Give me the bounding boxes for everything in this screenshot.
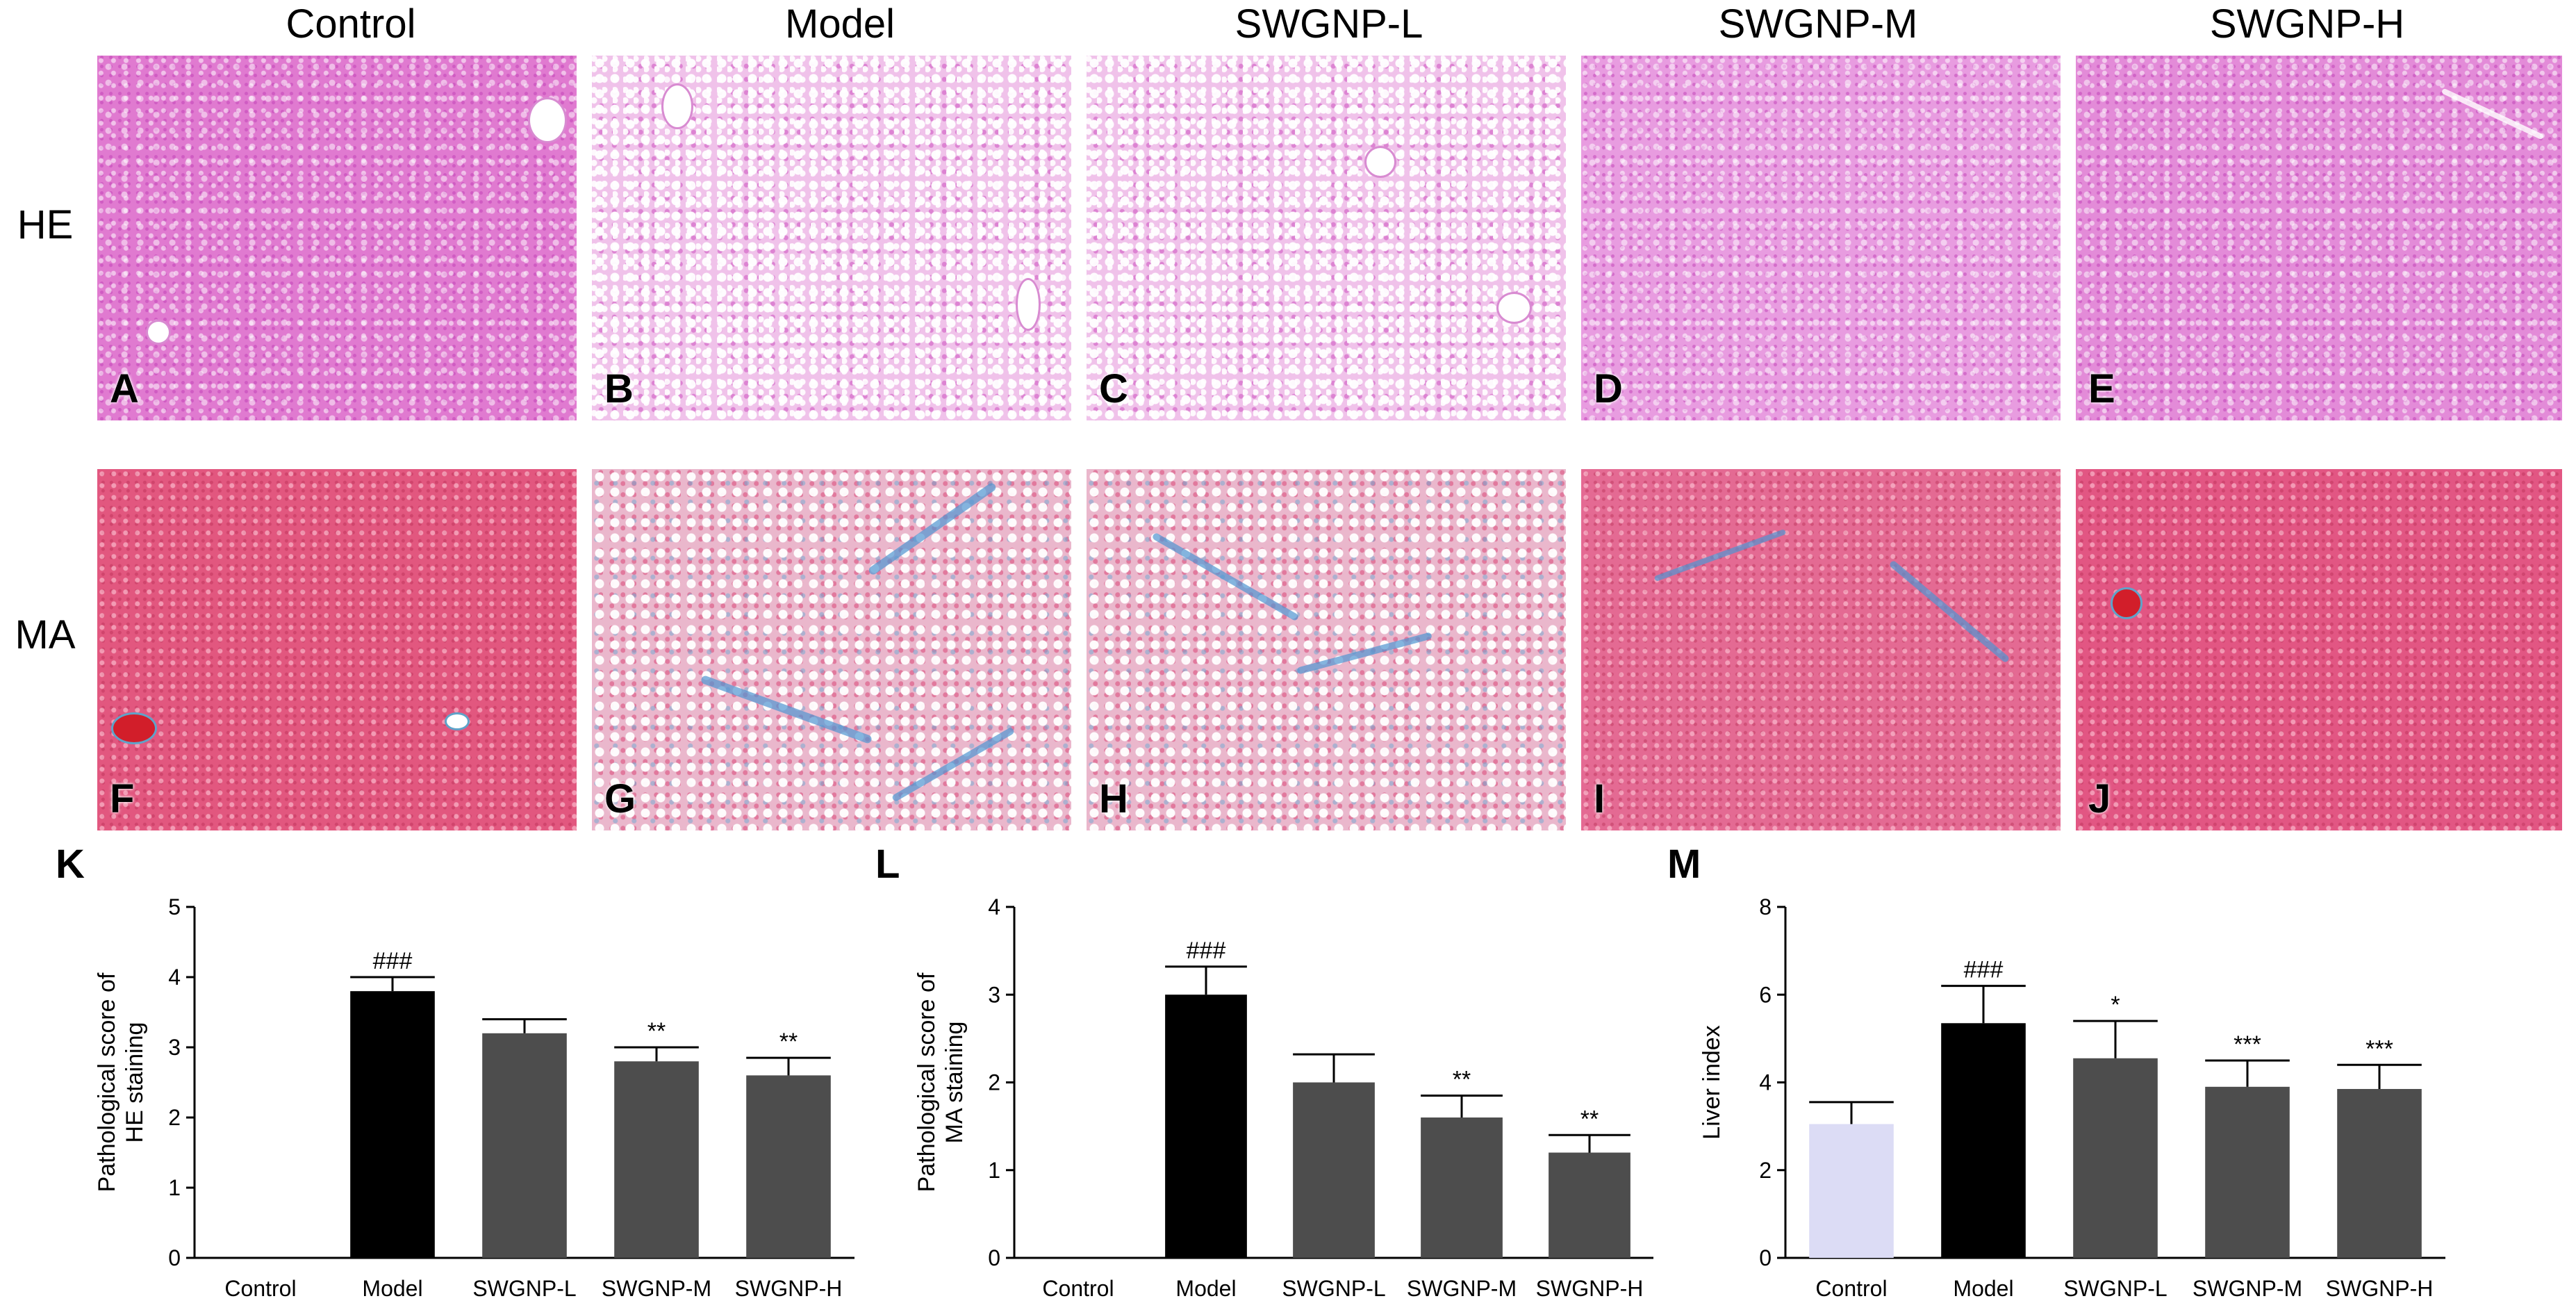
significance-label: ** [647, 1018, 666, 1045]
panel-letter-c: C [1099, 366, 1128, 411]
y-tick-label: 4 [988, 894, 1000, 919]
micrograph-ma-swgnp-l: H [1087, 469, 1566, 830]
chart-k-svg: 0 1 2 3 4 5 Pathological score ofHE staining Co… [94, 894, 854, 1301]
y-axis-label: Pathological score ofMA staining [914, 972, 968, 1192]
panel-letter-g: G [604, 776, 636, 821]
significance-label: * [2111, 992, 2120, 1018]
x-tick-label: Control [224, 1276, 296, 1301]
micrograph-he-model: B [592, 56, 1071, 420]
x-tick-label: SWGNP-H [2326, 1276, 2434, 1301]
bar [2337, 1088, 2422, 1258]
x-tick-label: SWGNP-L [1282, 1276, 1385, 1301]
bar [1809, 1124, 1894, 1258]
y-tick-label: 4 [1759, 1070, 1772, 1095]
row-header-he: HE [17, 202, 74, 247]
y-tick-label: 0 [1759, 1245, 1772, 1270]
bar [350, 991, 435, 1258]
y-tick-label: 4 [168, 965, 181, 990]
chart-l-svg: 0 1 2 3 4 Pathological score ofMA staining Con… [914, 894, 1653, 1301]
micrograph-he-control: A [97, 56, 577, 420]
chart-m-svg: 0 2 4 6 8 Liver index Control ### Model * SWGNP-L *… [1699, 894, 2445, 1301]
y-tick-label: 2 [168, 1105, 181, 1130]
x-tick-label: SWGNP-H [735, 1276, 843, 1301]
panel-letter-j: J [2088, 776, 2111, 821]
bar [2205, 1086, 2290, 1258]
panel-letter-f: F [110, 776, 135, 821]
y-tick-label: 3 [168, 1035, 181, 1060]
x-tick-label: Control [1042, 1276, 1114, 1301]
x-tick-label: Model [362, 1276, 422, 1301]
significance-label: *** [2366, 1035, 2393, 1062]
bar [1549, 1152, 1630, 1258]
chart-m: M 0 2 4 6 8 Liver index Control ### Model * SWGNP-… [1667, 841, 2522, 1307]
chart-l: L 0 1 2 3 4 Pathological score ofMA staining C… [875, 841, 1730, 1307]
column-header-swgnp-m: SWGNP-M [1718, 1, 1918, 47]
significance-label: ** [1453, 1066, 1471, 1092]
x-tick-label: SWGNP-M [602, 1276, 711, 1301]
bar [614, 1061, 699, 1258]
bar [746, 1075, 831, 1258]
column-header-swgnp-l: SWGNP-L [1235, 1, 1423, 47]
chart-letter-k: K [56, 842, 85, 887]
x-tick-label: SWGNP-M [1407, 1276, 1517, 1301]
chart-letter-l: L [875, 842, 900, 887]
y-tick-label: 6 [1759, 982, 1772, 1007]
micrograph-ma-control: F [97, 469, 577, 830]
panel-letter-b: B [604, 366, 634, 411]
panel-letter-e: E [2088, 366, 2115, 411]
panel-letter-h: H [1099, 776, 1128, 821]
x-tick-label: SWGNP-L [2063, 1276, 2167, 1301]
x-tick-label: Model [1175, 1276, 1236, 1301]
x-tick-label: SWGNP-L [472, 1276, 576, 1301]
y-tick-label: 0 [168, 1245, 181, 1270]
significance-label: ### [1964, 957, 2004, 983]
y-tick-label: 2 [988, 1070, 1000, 1095]
column-header-swgnp-h: SWGNP-H [2209, 1, 2405, 47]
x-tick-label: Model [1953, 1276, 2013, 1301]
column-header-model: Model [785, 1, 895, 47]
micrograph-ma-swgnp-h: J [2076, 469, 2562, 830]
micrograph-he-swgnp-m: D [1581, 56, 2061, 420]
bar [1421, 1117, 1503, 1258]
significance-label: ** [1580, 1106, 1599, 1132]
y-axis-label: Liver index [1699, 1025, 1725, 1139]
y-axis-label: Pathological score ofHE staining [94, 972, 148, 1192]
micrograph-he-swgnp-l: C [1087, 56, 1566, 420]
column-header-control: Control [286, 1, 416, 47]
y-tick-label: 8 [1759, 894, 1772, 919]
y-tick-label: 2 [1759, 1158, 1772, 1183]
bar [2073, 1058, 2158, 1258]
micrograph-he-swgnp-h: E [2076, 56, 2562, 420]
panel-letter-i: I [1594, 776, 1605, 821]
y-tick-label: 5 [168, 894, 181, 919]
significance-label: ** [779, 1029, 798, 1055]
panel-letter-a: A [110, 366, 139, 411]
y-tick-label: 0 [988, 1245, 1000, 1270]
x-tick-label: SWGNP-H [1536, 1276, 1644, 1301]
y-tick-label: 1 [988, 1158, 1000, 1183]
panel-letter-d: D [1594, 366, 1623, 411]
y-tick-label: 3 [988, 982, 1000, 1007]
significance-label: ### [1187, 938, 1226, 964]
bar [1165, 994, 1247, 1258]
x-tick-label: SWGNP-M [2193, 1276, 2302, 1301]
bar [1293, 1082, 1375, 1258]
bar [482, 1033, 567, 1258]
bar [1941, 1023, 2026, 1258]
significance-label: ### [373, 948, 413, 974]
x-tick-label: Control [1815, 1276, 1887, 1301]
micrograph-ma-swgnp-m: I [1581, 469, 2061, 830]
chart-letter-m: M [1667, 842, 1701, 887]
micrograph-ma-model: G [592, 469, 1071, 830]
y-tick-label: 1 [168, 1175, 181, 1200]
significance-label: *** [2234, 1031, 2261, 1058]
row-header-ma: MA [15, 612, 76, 657]
chart-k: K 0 1 2 3 4 5 Pathological score ofHE staining… [56, 841, 910, 1307]
